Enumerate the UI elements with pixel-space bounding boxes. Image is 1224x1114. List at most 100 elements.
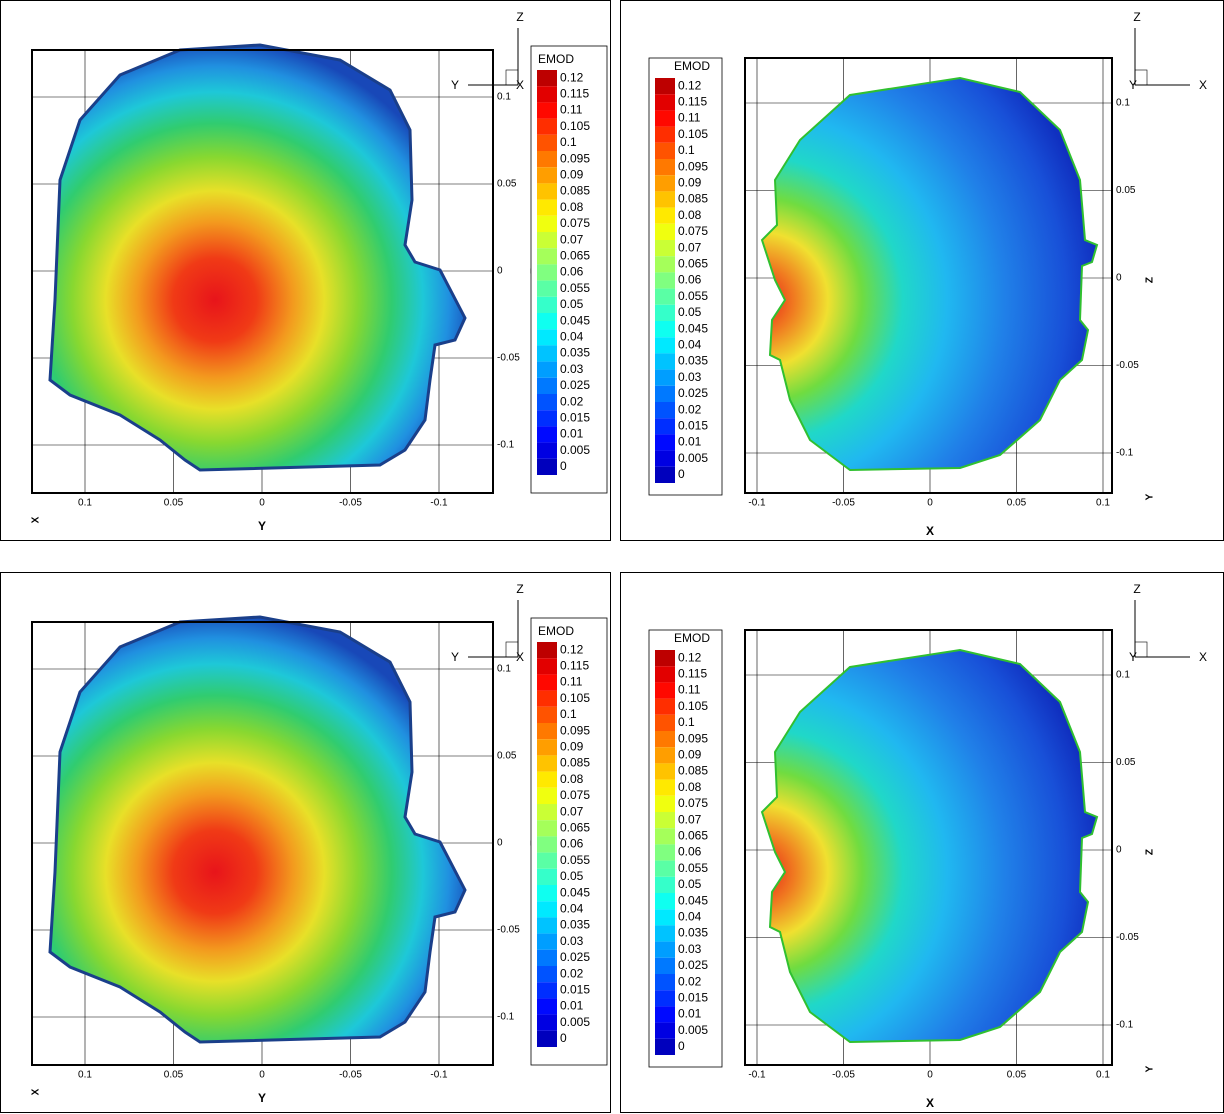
head-surface	[48, 615, 467, 1044]
x-tick-label: -0.05	[832, 498, 855, 509]
legend-swatch	[537, 658, 557, 675]
legend-swatch	[655, 682, 675, 699]
legend-label: 0.105	[678, 127, 708, 141]
legend-label: 0.115	[560, 86, 589, 100]
legend-label: 0.12	[560, 70, 584, 84]
legend-swatch	[655, 353, 675, 370]
legend-label: 0.005	[560, 1015, 590, 1029]
legend-label: 0.085	[560, 184, 590, 198]
legend-label: 0.035	[560, 918, 590, 932]
legend-swatch	[537, 70, 557, 87]
legend-label: 0.025	[560, 950, 590, 964]
legend-swatch	[537, 642, 557, 659]
legend-swatch	[655, 304, 675, 321]
legend-label: 0.115	[678, 94, 707, 108]
legend-label: 0.075	[678, 796, 708, 810]
x-tick-label: -0.1	[430, 1070, 448, 1081]
plot-frame	[744, 629, 1113, 1066]
y-tick-label: 0.1	[1116, 670, 1130, 681]
legend-label: 0.055	[678, 289, 708, 303]
legend-swatch	[537, 787, 557, 804]
triad-label: Y	[1129, 78, 1137, 92]
head-surface	[48, 43, 467, 472]
legend-label: 0	[678, 1039, 685, 1053]
legend-label: 0.045	[678, 893, 708, 907]
y-tick-label: 0	[497, 266, 503, 277]
legend-label: 0.01	[560, 999, 584, 1013]
legend-swatch	[537, 264, 557, 281]
legend-swatch	[655, 650, 675, 667]
panel: 0.10.050-0.05-0.10.10.050-0.05-0.1YXZZYX…	[0, 572, 611, 1113]
x-tick-label: 0.1	[78, 498, 92, 509]
legend-swatch	[655, 909, 675, 926]
legend-swatch	[537, 199, 557, 216]
x-axis-title: X	[926, 1096, 934, 1110]
triad-label: Y	[451, 650, 459, 664]
legend-swatch	[537, 771, 557, 788]
legend-label: 0.02	[678, 402, 702, 416]
legend-swatch	[537, 345, 557, 362]
legend-swatch	[537, 706, 557, 723]
y-tick-label: 0.1	[1116, 98, 1130, 109]
legend-label: 0.05	[678, 305, 702, 319]
legend-swatch	[537, 949, 557, 966]
x-tick-label: -0.1	[748, 498, 766, 509]
legend-label: 0.08	[678, 208, 702, 222]
legend-label: 0	[560, 1031, 567, 1045]
y-tick-label: -0.05	[497, 353, 520, 364]
legend-label: 0.02	[678, 974, 702, 988]
legend-swatch	[537, 102, 557, 119]
legend-label: 0.015	[560, 410, 590, 424]
legend-label: 0.045	[678, 321, 708, 335]
legend-swatch	[537, 167, 557, 184]
legend-swatch	[655, 78, 675, 95]
legend-label: 0.095	[560, 723, 590, 737]
legend-label: 0.035	[560, 346, 590, 360]
legend-swatch	[655, 94, 675, 111]
legend-swatch	[655, 240, 675, 257]
triad-label: X	[516, 78, 524, 92]
legend-label: 0.015	[678, 990, 708, 1004]
legend-swatch	[655, 1022, 675, 1039]
corner-axis-title: Y	[1145, 1065, 1156, 1072]
legend-swatch	[537, 442, 557, 459]
legend-label: 0.055	[678, 861, 708, 875]
legend-swatch	[655, 256, 675, 273]
x-axis-title: X	[926, 524, 934, 538]
legend-label: 0.08	[560, 772, 584, 786]
legend-label: 0.01	[678, 435, 702, 449]
legend-swatch	[655, 763, 675, 780]
legend-label: 0.11	[560, 675, 583, 689]
legend-label: 0	[678, 467, 685, 481]
legend-label: 0.035	[678, 926, 708, 940]
legend-swatch	[537, 982, 557, 999]
legend-label: 0.11	[678, 111, 701, 125]
legend-label: 0.04	[560, 901, 584, 915]
legend-swatch	[537, 86, 557, 103]
legend-swatch	[655, 207, 675, 224]
legend-swatch	[537, 296, 557, 313]
legend-swatch	[655, 142, 675, 159]
legend-label: 0.015	[678, 418, 708, 432]
legend-swatch	[537, 804, 557, 821]
legend-swatch	[655, 272, 675, 289]
legend-swatch	[537, 232, 557, 249]
legend-label: 0.09	[560, 167, 584, 181]
legend-swatch	[655, 941, 675, 958]
legend-swatch	[537, 1030, 557, 1047]
x-tick-label: -0.1	[748, 1070, 766, 1081]
legend-label: 0.115	[678, 666, 707, 680]
corner-axis-title: X	[31, 516, 42, 523]
legend-label: 0.12	[678, 650, 702, 664]
y-axis-title: Z	[1145, 277, 1156, 283]
plot-frame	[744, 57, 1113, 494]
legend-swatch	[537, 313, 557, 330]
triad-label: X	[1199, 650, 1207, 664]
legend-swatch	[537, 458, 557, 475]
legend-label: 0.075	[560, 216, 590, 230]
legend-label: 0.005	[678, 451, 708, 465]
y-tick-label: -0.05	[1116, 360, 1139, 371]
legend-label: 0.03	[678, 942, 702, 956]
panel: -0.1 -0.05 0 0.05 0.1 0.1 0.05 0 -0.05 -0.1 X Y Z Z Y X…	[620, 0, 1224, 541]
